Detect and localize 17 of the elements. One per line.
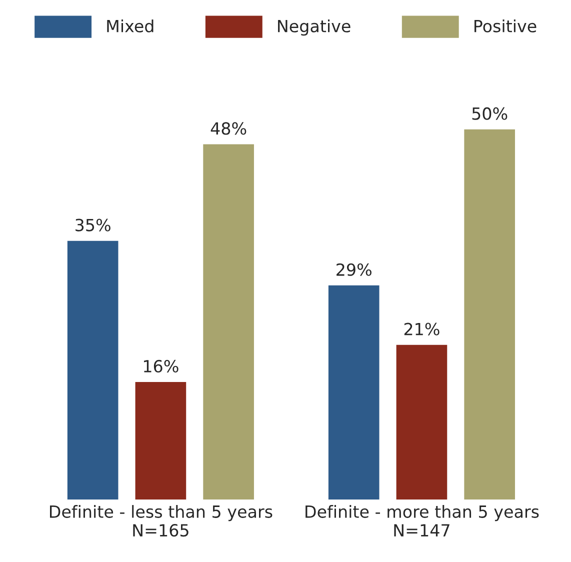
legend-label: Negative — [278, 20, 350, 36]
data-label: 48% — [210, 122, 246, 135]
data-label: 35% — [76, 218, 110, 232]
bar — [462, 128, 516, 500]
bar — [327, 284, 381, 500]
x-tick-label: Definite - less than 5 years N=165 — [50, 505, 272, 537]
data-label: 50% — [472, 107, 508, 120]
data-label: 29% — [336, 263, 372, 276]
legend-label: Positive — [474, 20, 536, 32]
data-label: 21% — [404, 322, 440, 336]
x-tick-label: Definite - more than 5 years N=147 — [306, 505, 539, 536]
bar — [202, 142, 256, 500]
bar — [134, 380, 188, 500]
legend-label: Mixed — [107, 20, 154, 32]
data-label: 16% — [144, 360, 178, 373]
bar — [66, 239, 120, 500]
bar — [394, 343, 449, 500]
